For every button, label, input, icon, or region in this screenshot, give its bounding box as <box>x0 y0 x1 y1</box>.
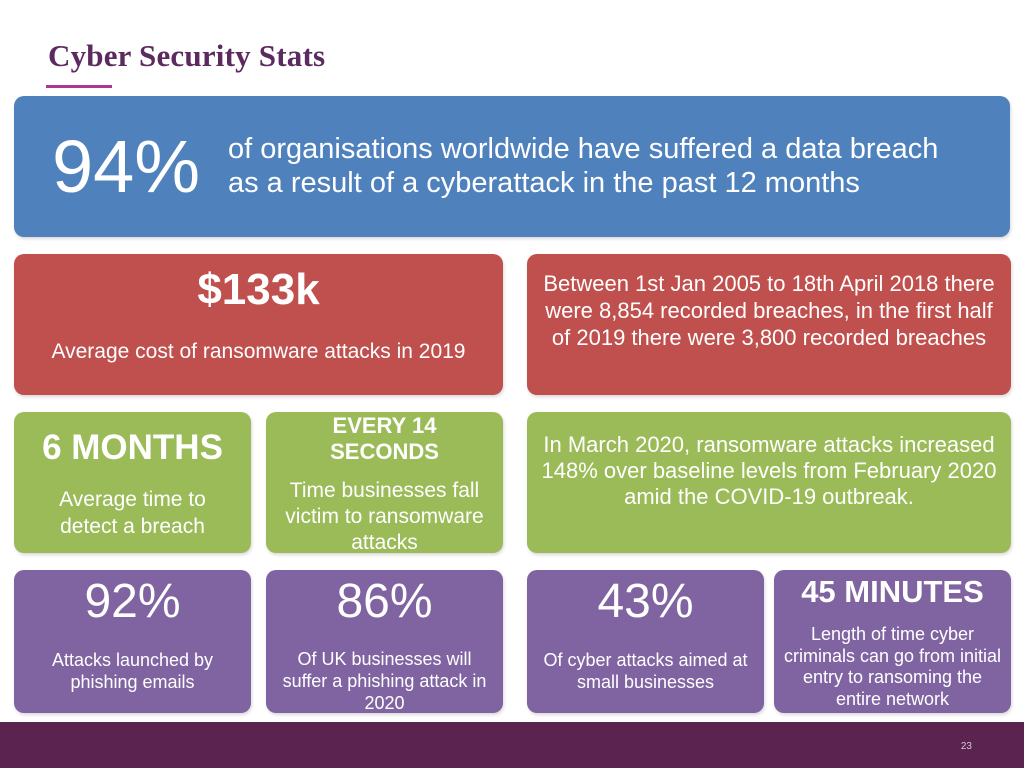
small-business-label: Of cyber attacks aimed at small business… <box>543 650 748 692</box>
small-business-card: 43% Of cyber attacks aimed at small busi… <box>527 570 764 713</box>
phishing-card: 92% Attacks launched by phishing emails <box>14 570 251 713</box>
page-title: Cyber Security Stats <box>48 38 326 73</box>
detect-time-card: 6 MONTHS Average time to detect a breach <box>14 412 251 553</box>
breach-card: 94% of organisations worldwide have suff… <box>14 96 1010 237</box>
ransomware-cost-value: $133k <box>197 265 320 314</box>
45-minutes-label: Length of time cyber criminals can go fr… <box>783 624 1002 709</box>
45-minutes-card: 45 MINUTES Length of time cyber criminal… <box>774 570 1011 713</box>
page-number: 23 <box>960 741 972 752</box>
every-14-seconds-card: EVERY 14 SECONDS Time businesses fall vi… <box>266 412 503 554</box>
breach-text-line1: of organisations worldwide have suffered… <box>228 133 939 165</box>
uk-phishing-label: Of UK businesses will suffer a phishing … <box>282 649 487 713</box>
uk-phishing-value: 86% <box>336 575 433 628</box>
phishing-label: Attacks launched by phishing emails <box>51 650 214 692</box>
every-14-seconds-value: EVERY 14 SECONDS <box>330 413 439 464</box>
45-minutes-value: 45 MINUTES <box>801 574 984 609</box>
recorded-breaches-text: Between 1st Jan 2005 to 18th April 2018 … <box>543 271 995 350</box>
recorded-breaches-card: Between 1st Jan 2005 to 18th April 2018 … <box>527 254 1011 395</box>
ransomware-cost-card: $133k Average cost of ransomware attacks… <box>14 254 503 395</box>
small-business-value: 43% <box>597 575 694 628</box>
ransomware-cost-label: Average cost of ransomware attacks in 20… <box>51 340 466 363</box>
breach-value: 94% <box>52 125 201 208</box>
breach-text-line2: as a result of a cyberattack in the past… <box>228 167 860 199</box>
footer-bar: 23 <box>0 722 1024 768</box>
covid-ransomware-card: In March 2020, ransomware attacks increa… <box>527 412 1011 553</box>
detect-time-label: Average time to detect a breach <box>59 488 206 538</box>
covid-ransomware-text: In March 2020, ransomware attacks increa… <box>541 432 997 509</box>
detect-time-value: 6 MONTHS <box>42 428 223 467</box>
uk-phishing-card: 86% Of UK businesses will suffer a phish… <box>266 570 503 713</box>
phishing-value: 92% <box>84 575 181 628</box>
every-14-seconds-label: Time businesses fall victim to ransomwar… <box>285 479 484 554</box>
title-underline <box>46 85 112 88</box>
